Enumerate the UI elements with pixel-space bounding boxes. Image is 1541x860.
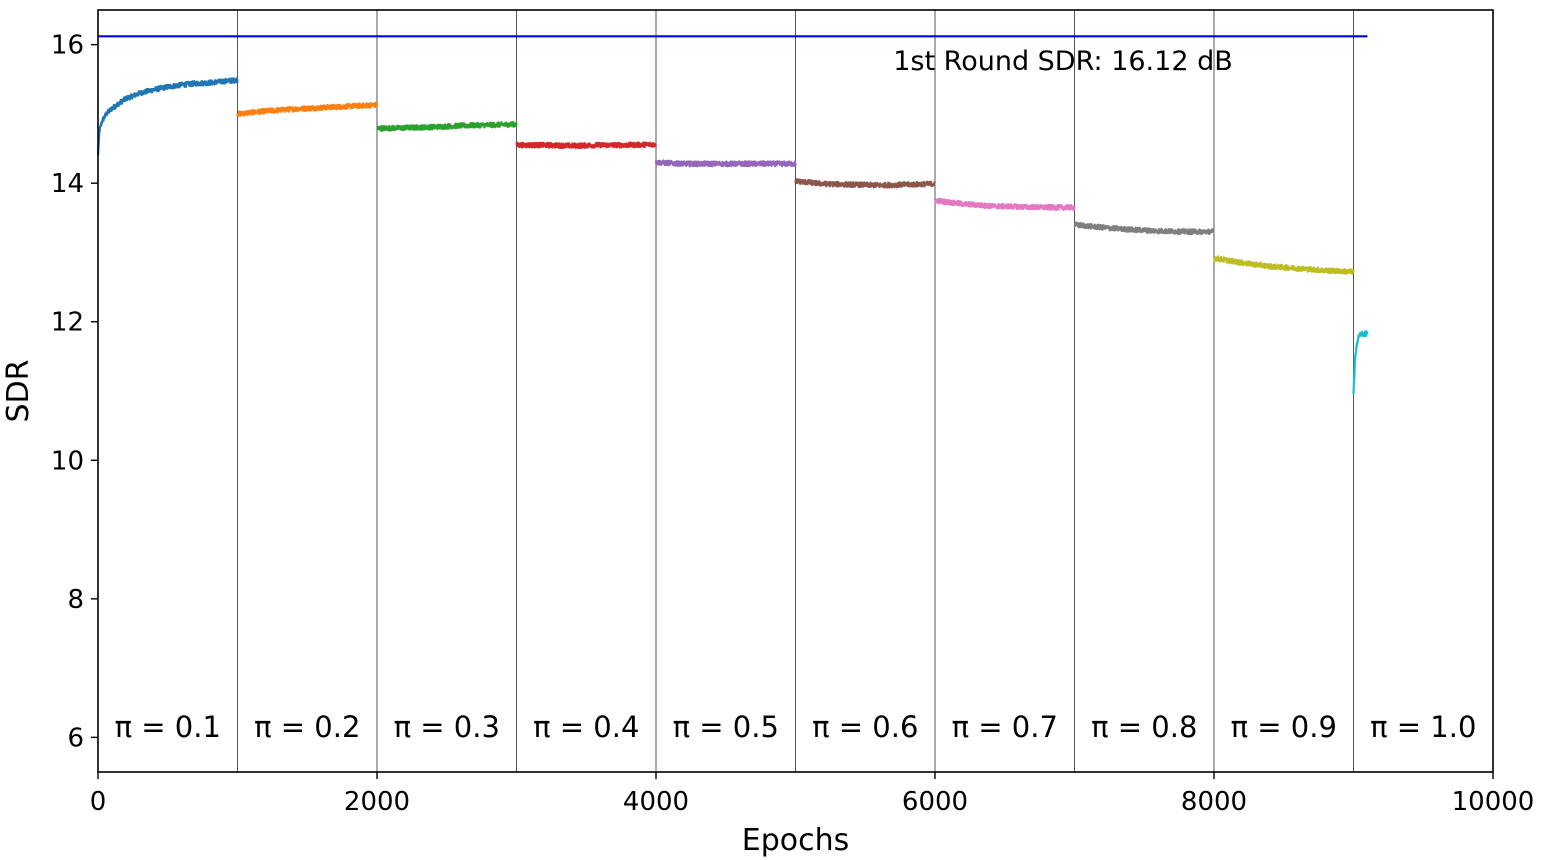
series-line-5: [654, 159, 797, 168]
x-tick-label: 6000: [902, 787, 968, 817]
series-line-2: [236, 101, 379, 118]
series-line-8: [1073, 221, 1215, 236]
stage-label-9: π = 0.9: [1231, 710, 1337, 744]
y-tick-label: 8: [67, 585, 84, 615]
x-tick-label: 4000: [623, 787, 689, 817]
x-tick-label: 2000: [344, 787, 410, 817]
series-line-6: [794, 178, 936, 189]
plot-frame: [97, 9, 1494, 773]
stage-label-1: π = 0.1: [115, 710, 221, 744]
x-tick-label: 8000: [1181, 787, 1247, 817]
y-tick-label: 14: [51, 169, 84, 199]
y-tick-label: 12: [51, 308, 84, 338]
stage-label-2: π = 0.2: [254, 710, 360, 744]
y-tick-label: 16: [51, 31, 84, 61]
series-line-4: [515, 141, 658, 150]
series-line-9: [1212, 255, 1355, 276]
x-tick-label: 0: [90, 787, 107, 817]
y-tick-label: 10: [51, 446, 84, 476]
y-axis-ticks: 6 8 10 12 14 16: [51, 31, 98, 753]
stage-label-3: π = 0.3: [394, 710, 500, 744]
stage-label-6: π = 0.6: [812, 710, 918, 744]
annotation-text: 1st Round SDR: 16.12 dB: [893, 46, 1233, 77]
stage-labels: π = 0.1 π = 0.2 π = 0.3 π = 0.4 π = 0.5 π = 0…: [115, 710, 1477, 744]
series-group: [96, 77, 1369, 395]
stage-label-10: π = 1.0: [1370, 710, 1476, 744]
stage-label-4: π = 0.4: [533, 710, 639, 744]
stage-label-5: π = 0.5: [673, 710, 779, 744]
stage-label-7: π = 0.7: [952, 710, 1058, 744]
x-axis-label: Epochs: [742, 823, 850, 858]
x-axis-ticks: 0 2000 4000 6000 8000 10000: [90, 772, 1535, 817]
x-tick-label: 10000: [1452, 787, 1535, 817]
y-axis-label: SDR: [1, 360, 36, 423]
series-line-10: [1352, 330, 1369, 395]
series-line-3: [376, 120, 518, 132]
stage-boundaries: [237, 10, 1354, 772]
stage-label-8: π = 0.8: [1091, 710, 1197, 744]
series-line-1: [96, 77, 239, 156]
series-line-7: [934, 197, 1076, 211]
y-tick-label: 6: [67, 723, 84, 753]
